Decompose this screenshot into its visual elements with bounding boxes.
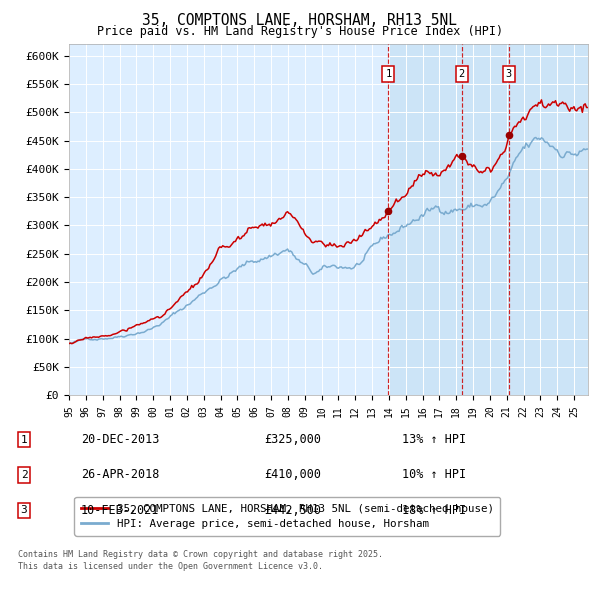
Text: 35, COMPTONS LANE, HORSHAM, RH13 5NL: 35, COMPTONS LANE, HORSHAM, RH13 5NL: [143, 13, 458, 28]
Text: 10-FEB-2021: 10-FEB-2021: [81, 504, 160, 517]
Text: £442,500: £442,500: [264, 504, 321, 517]
Text: 18% ↑ HPI: 18% ↑ HPI: [402, 504, 466, 517]
Text: 3: 3: [505, 68, 512, 78]
Text: 20-DEC-2013: 20-DEC-2013: [81, 433, 160, 446]
Text: 13% ↑ HPI: 13% ↑ HPI: [402, 433, 466, 446]
Text: 2: 2: [458, 68, 464, 78]
Legend: 35, COMPTONS LANE, HORSHAM, RH13 5NL (semi-detached house), HPI: Average price, : 35, COMPTONS LANE, HORSHAM, RH13 5NL (se…: [74, 497, 500, 536]
Bar: [389, 44, 588, 395]
Text: 1: 1: [385, 68, 391, 78]
Text: £325,000: £325,000: [264, 433, 321, 446]
Text: 3: 3: [20, 506, 28, 515]
Text: 1: 1: [20, 435, 28, 444]
Text: Price paid vs. HM Land Registry's House Price Index (HPI): Price paid vs. HM Land Registry's House …: [97, 25, 503, 38]
Text: 10% ↑ HPI: 10% ↑ HPI: [402, 468, 466, 481]
Text: This data is licensed under the Open Government Licence v3.0.: This data is licensed under the Open Gov…: [18, 562, 323, 571]
Text: 2: 2: [20, 470, 28, 480]
Text: Contains HM Land Registry data © Crown copyright and database right 2025.: Contains HM Land Registry data © Crown c…: [18, 550, 383, 559]
Text: 26-APR-2018: 26-APR-2018: [81, 468, 160, 481]
Text: £410,000: £410,000: [264, 468, 321, 481]
